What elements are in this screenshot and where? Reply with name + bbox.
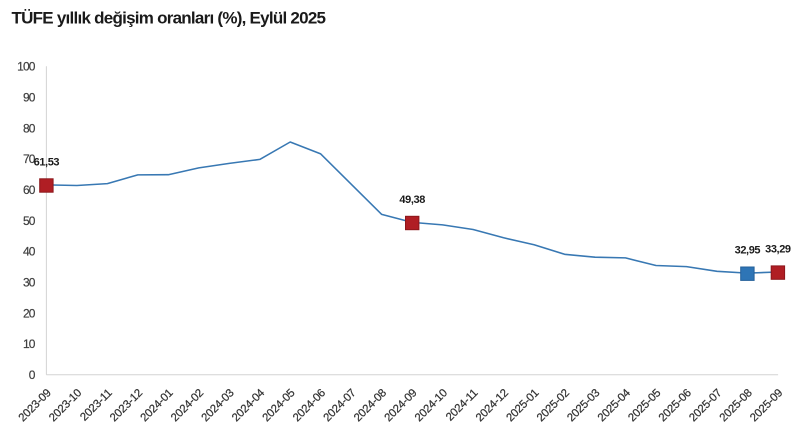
svg-text:10: 10: [23, 337, 36, 351]
svg-text:60: 60: [23, 183, 36, 197]
svg-text:49,38: 49,38: [399, 194, 425, 206]
svg-text:80: 80: [23, 121, 36, 135]
svg-text:32,95: 32,95: [735, 245, 761, 257]
svg-text:33,29: 33,29: [765, 244, 791, 256]
svg-text:20: 20: [23, 306, 36, 320]
svg-text:40: 40: [23, 245, 36, 259]
svg-text:50: 50: [23, 214, 36, 228]
svg-text:90: 90: [23, 90, 36, 104]
svg-text:100: 100: [17, 60, 36, 74]
svg-text:TÜFE yıllık değişim oranları (: TÜFE yıllık değişim oranları (%), Eylül …: [12, 9, 326, 28]
svg-text:70: 70: [23, 152, 36, 166]
svg-text:0: 0: [29, 368, 36, 382]
svg-text:61,53: 61,53: [34, 156, 60, 168]
svg-text:30: 30: [23, 276, 36, 290]
